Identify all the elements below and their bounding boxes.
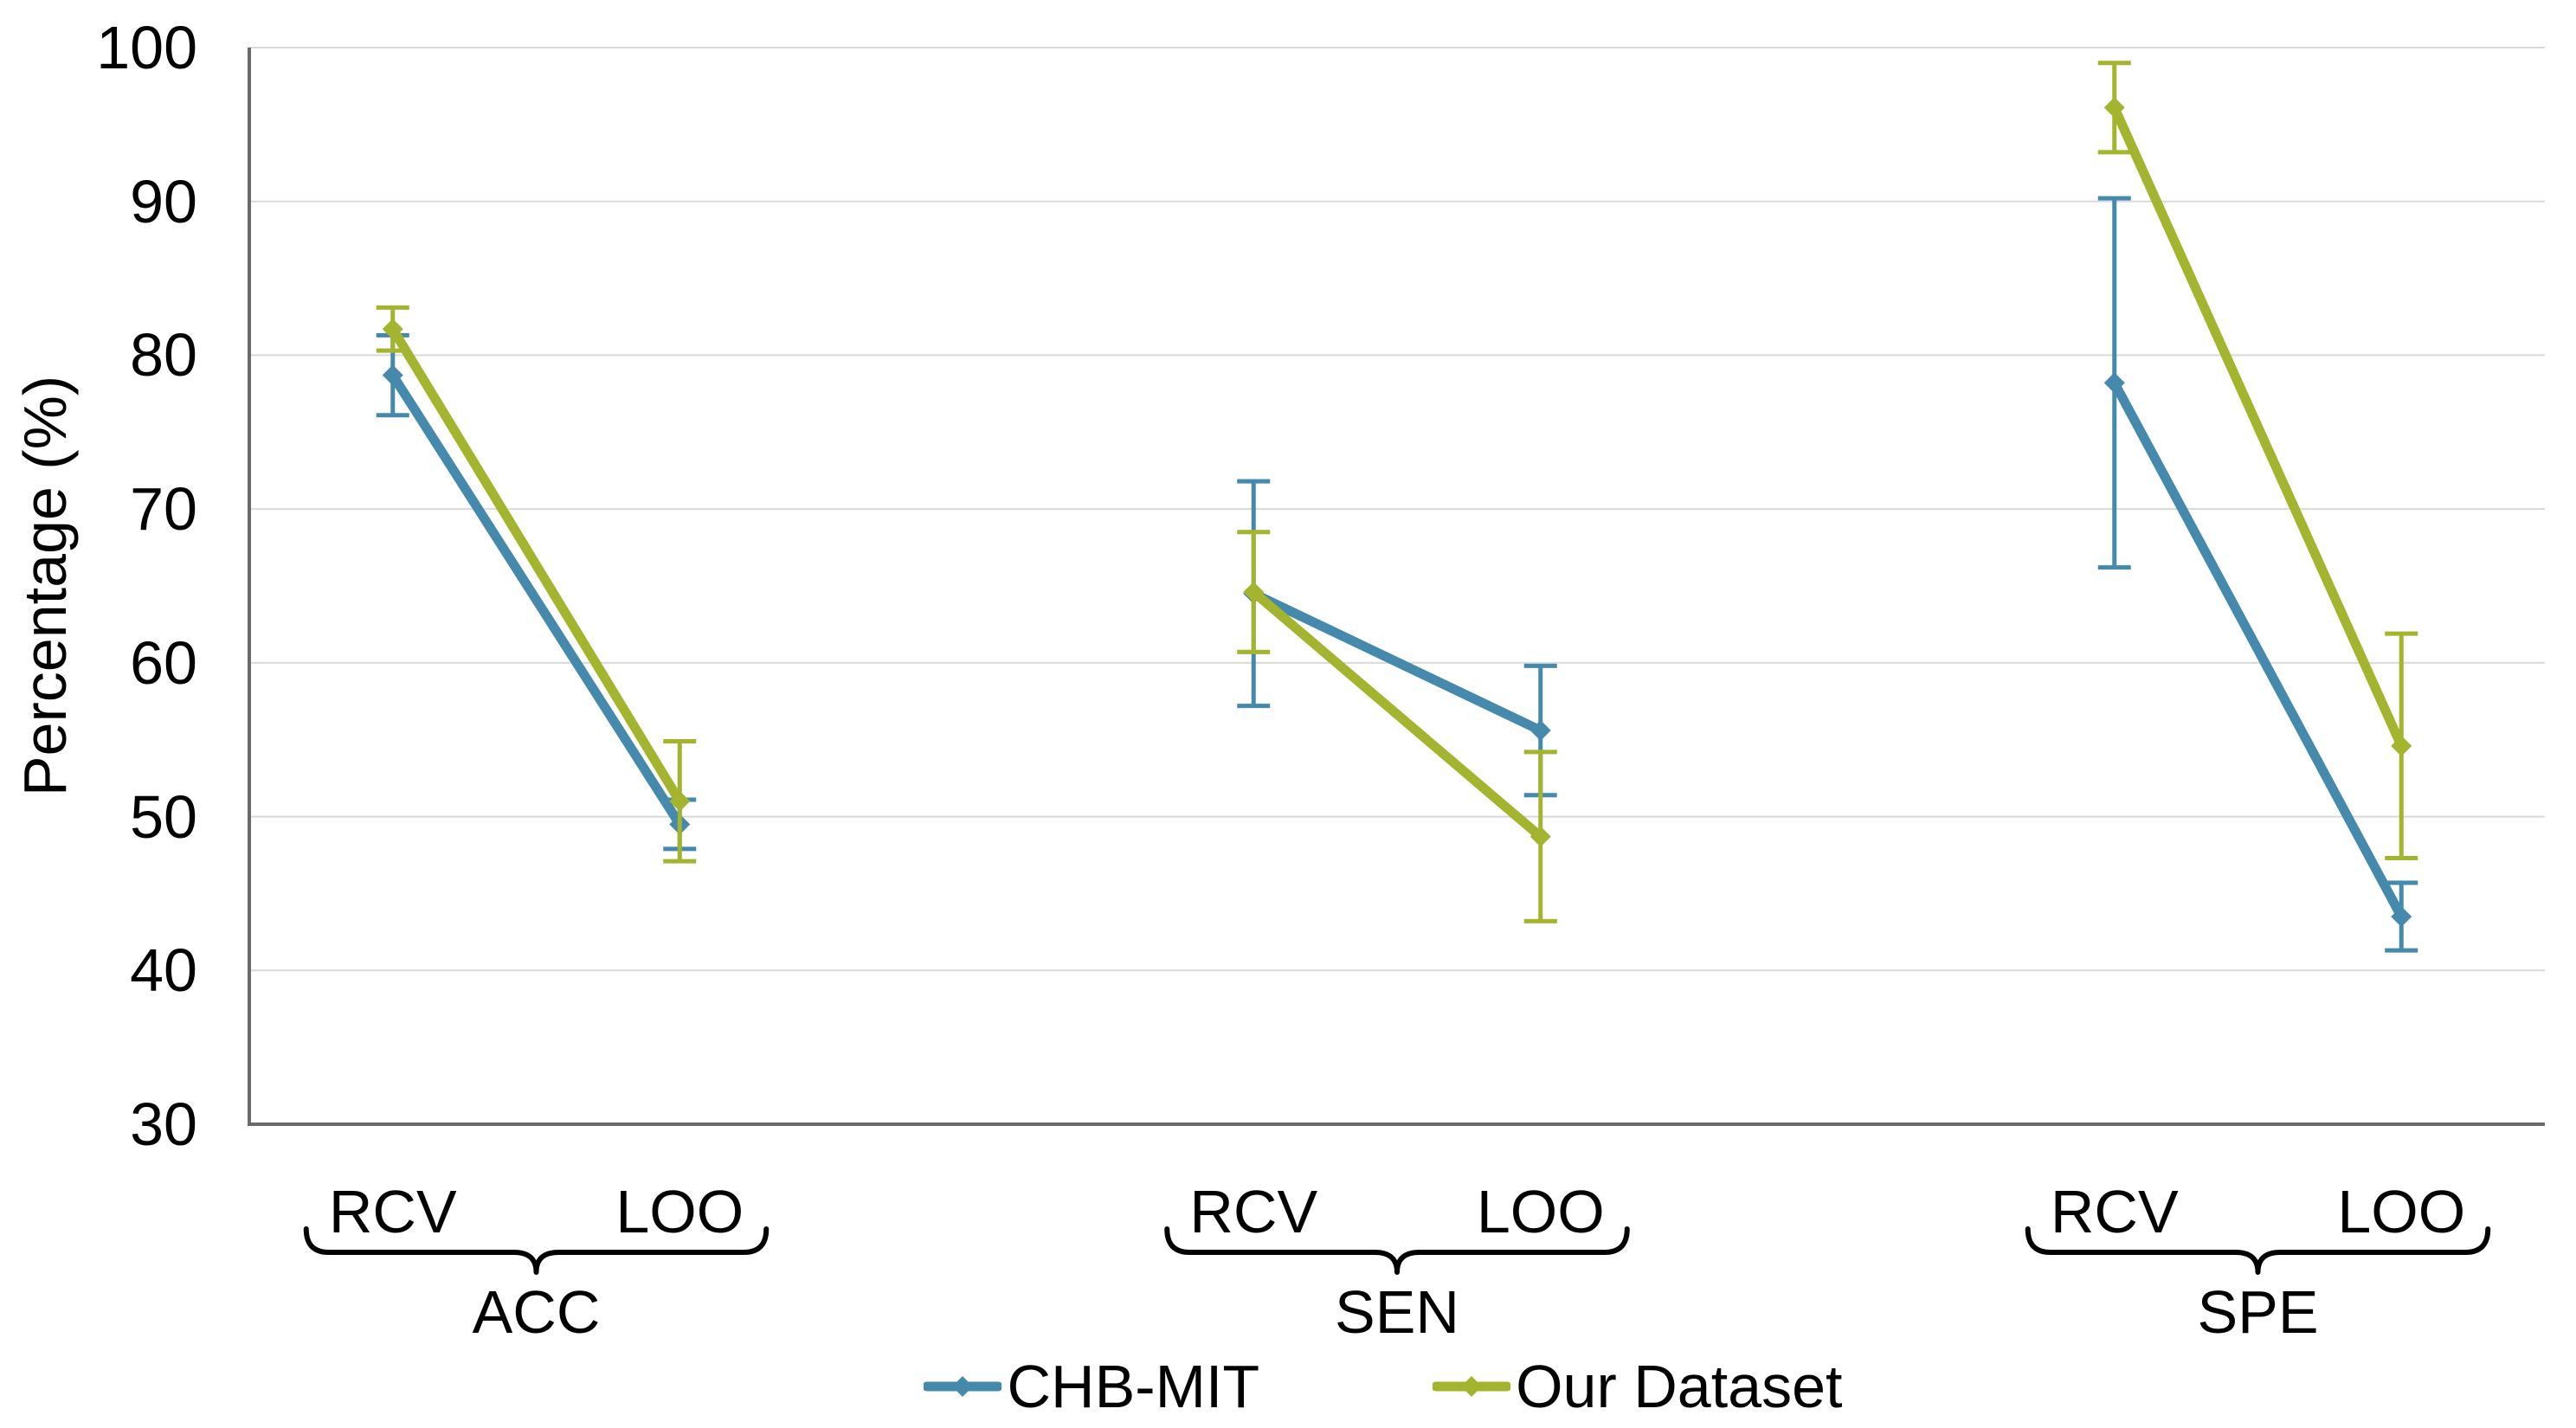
series-line-CHB-MIT-SPE (2109, 377, 2406, 922)
marker-Our Dataset-SPE-RCV (2103, 97, 2125, 119)
y-tick-label-40: 40 (130, 936, 197, 1005)
y-tick-label-60: 60 (130, 628, 197, 697)
series-line-CHB-MIT-SEN (1248, 589, 1546, 736)
group-bracket-ACC (303, 1226, 770, 1275)
marker-Our Dataset-SEN-RCV (1243, 582, 1265, 603)
x-label-ACC-RCV: RCV (328, 1178, 457, 1245)
legend: CHB-MIT Our Dataset (95, 1352, 2576, 1421)
marker-Our Dataset-ACC-LOO (669, 790, 691, 812)
x-label-SPE-RCV: RCV (2050, 1178, 2179, 1245)
x-label-SEN-RCV: RCV (1189, 1178, 1318, 1245)
marker-Our Dataset-ACC-RCV (382, 318, 403, 340)
marker-CHB-MIT-ACC-RCV (382, 364, 403, 386)
y-tick-label-50: 50 (130, 782, 197, 851)
series-line-Our Dataset-SEN (1248, 587, 1546, 842)
legend-item-chb-mit: CHB-MIT (924, 1352, 1259, 1421)
marker-CHB-MIT-SPE-LOO (2391, 906, 2412, 928)
y-axis-title: Percentage (%) (11, 375, 79, 797)
legend-line-marker-icon (924, 1376, 1002, 1397)
x-label-ACC-LOO: LOO (615, 1178, 744, 1245)
group-bracket-SEN (1164, 1226, 1630, 1275)
series-line-CHB-MIT-ACC (388, 370, 685, 829)
group-label-ACC: ACC (472, 1278, 601, 1346)
legend-label: CHB-MIT (1007, 1353, 1260, 1420)
y-tick-label-30: 30 (130, 1090, 197, 1158)
group-label-SPE: SPE (2197, 1278, 2319, 1346)
x-label-SEN-LOO: LOO (1476, 1178, 1605, 1245)
legend-item-our-dataset: Our Dataset (1433, 1352, 1843, 1421)
group-label-SEN: SEN (1335, 1278, 1459, 1346)
group-bracket-SPE (2025, 1226, 2491, 1275)
x-label-SPE-LOO: LOO (2337, 1178, 2466, 1245)
legend-label: Our Dataset (1516, 1353, 1843, 1420)
marker-Our Dataset-SEN-LOO (1530, 826, 1551, 847)
y-tick-label-70: 70 (130, 475, 197, 544)
marker-Our Dataset-SPE-LOO (2391, 735, 2412, 756)
marker-CHB-MIT-SPE-RCV (2103, 372, 2125, 394)
y-tick-label-100: 100 (96, 14, 197, 81)
y-tick-label-90: 90 (130, 167, 197, 235)
series-line-Our Dataset-SPE (2109, 102, 2406, 751)
marker-CHB-MIT-SEN-LOO (1530, 720, 1551, 742)
y-tick-label-80: 80 (130, 321, 197, 389)
series-line-Our Dataset-ACC (388, 324, 685, 807)
legend-line-marker-icon (1433, 1376, 1511, 1397)
